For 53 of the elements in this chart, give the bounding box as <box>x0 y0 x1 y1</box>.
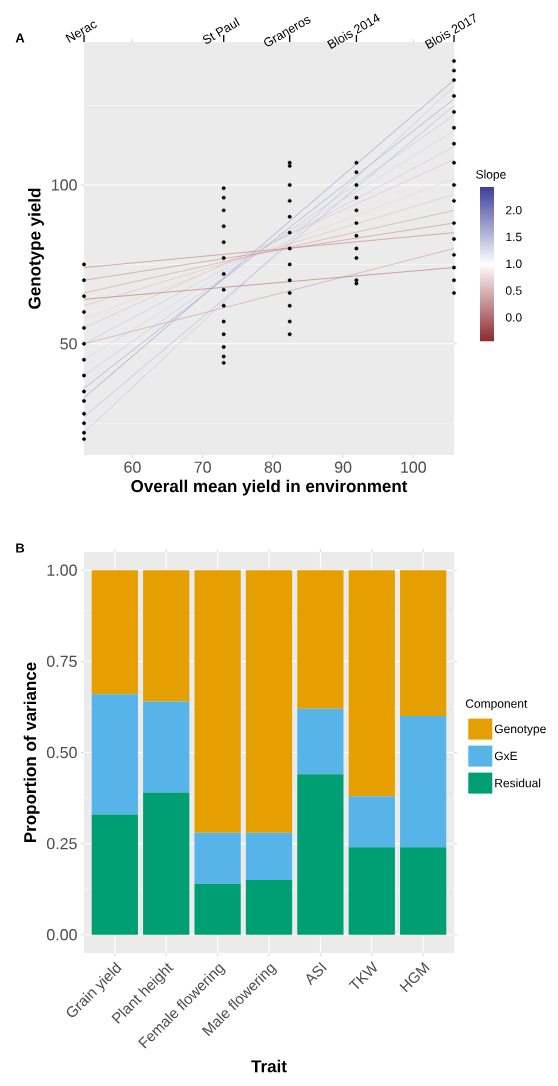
y-tick-label: 0.50 <box>46 746 77 759</box>
bar <box>245 570 293 833</box>
y-tick-label: 100 <box>52 179 77 191</box>
color-bar-title: Slope <box>476 169 506 182</box>
bar <box>400 847 447 935</box>
bar <box>348 796 395 848</box>
bar <box>245 880 293 935</box>
bar <box>297 570 344 709</box>
y-tick-label: 0.00 <box>46 929 77 941</box>
bar <box>143 570 190 702</box>
chart-title: B <box>16 543 25 553</box>
bar <box>400 570 447 717</box>
color-bar-label: 0.0 <box>505 313 522 322</box>
x-tick-label: ASI <box>306 962 327 986</box>
annotation: St Paul <box>202 17 240 44</box>
bar <box>91 694 138 815</box>
bar <box>245 832 293 881</box>
bar <box>297 774 344 935</box>
legend-label: Genotype <box>494 724 546 736</box>
color-bar-label: 2.0 <box>506 205 522 215</box>
x-axis-title: Trait <box>251 1059 287 1073</box>
x-tick-label: 80 <box>264 461 282 473</box>
y-tick-label: 0.75 <box>46 655 77 668</box>
bar <box>194 570 241 833</box>
color-bar-label: 0.5 <box>505 286 522 295</box>
x-axis-title: Overall mean yield in environment <box>131 479 408 496</box>
y-tick-label: 50 <box>60 338 77 350</box>
legend-label: GxE <box>494 751 518 761</box>
bar <box>348 570 395 797</box>
x-tick-label: 70 <box>194 461 211 473</box>
annotation: Blois 2014 <box>327 13 380 49</box>
x-tick-label: 90 <box>334 461 352 473</box>
y-tick-label: 0.25 <box>46 837 77 850</box>
bar <box>194 883 241 935</box>
bar <box>143 792 190 935</box>
x-tick-label: 100 <box>401 461 427 473</box>
chart-title: A <box>15 33 25 43</box>
legend-title: Component <box>465 699 528 711</box>
bar <box>348 847 395 935</box>
y-tick-label: 1.00 <box>47 564 77 576</box>
annotation: Blois 2017 <box>424 13 476 49</box>
color-bar-label: 1.0 <box>506 259 522 269</box>
bar <box>91 570 138 695</box>
legend-label: Residual <box>495 778 541 788</box>
color-bar-label: 1.5 <box>506 232 522 242</box>
bar <box>297 708 344 775</box>
y-axis-title: Proportion of variance <box>23 662 40 843</box>
bar <box>400 716 447 848</box>
bar <box>143 701 190 793</box>
bar <box>194 832 241 884</box>
x-tick-label: 60 <box>124 461 141 473</box>
bar <box>91 814 138 935</box>
y-axis-title: Genotype yield <box>28 188 44 309</box>
